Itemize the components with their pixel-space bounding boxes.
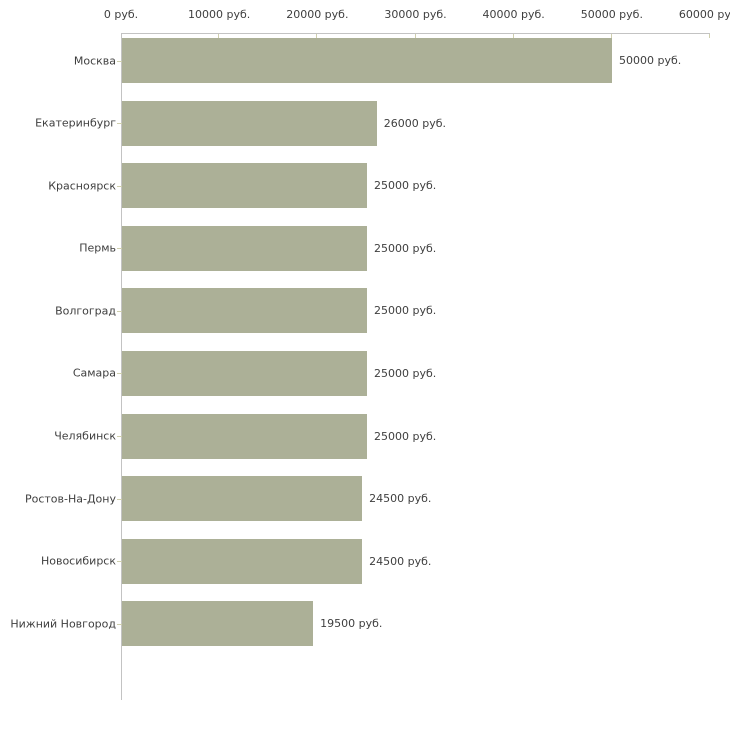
value-label: 25000 руб. (374, 241, 437, 255)
category-label: Челябинск (54, 429, 116, 443)
bar (122, 288, 367, 334)
y-axis-tick (117, 60, 122, 62)
value-label: 25000 руб. (374, 304, 437, 318)
bar (122, 538, 363, 584)
y-axis-tick (117, 248, 122, 250)
bar-row: Нижний Новгород 19500 руб. (10, 601, 710, 647)
category-label: Самара (72, 366, 116, 380)
category-label: Екатеринбург (35, 116, 116, 130)
value-label: 19500 руб. (320, 617, 383, 631)
category-label: Ростов-На-Дону (24, 492, 116, 506)
value-label: 25000 руб. (374, 429, 437, 443)
y-axis-line (121, 33, 122, 700)
value-label: 25000 руб. (374, 179, 437, 193)
bar-row: Пермь 25000 руб. (79, 225, 710, 271)
x-axis-tick (218, 34, 220, 38)
plot-area: Москва 50000 руб. Екатеринбург 26000 руб. Кр… (10, 33, 710, 713)
bar (122, 38, 612, 83)
category-label: Нижний Новгород (10, 617, 116, 631)
x-axis-tick (414, 34, 416, 38)
x-axis-tick-label: 20000 руб. (286, 8, 349, 21)
y-axis-tick (117, 373, 122, 375)
bar (122, 601, 314, 647)
x-axis: 0 руб. 10000 руб. 20000 руб. 30000 руб. 4000… (104, 0, 730, 33)
category-label: Москва (73, 54, 116, 67)
category-label: Волгоград (55, 304, 116, 318)
y-axis-tick (117, 123, 122, 125)
bar-row: Волгоград 25000 руб. (55, 288, 710, 334)
bar-row: Екатеринбург 26000 руб. (35, 100, 710, 146)
x-axis-tick-label: 10000 руб. (188, 8, 251, 21)
x-axis-tick-label: 60000 руб. (678, 8, 730, 21)
x-axis-tick-label: 50000 руб. (580, 8, 643, 21)
x-axis-tick (610, 34, 612, 38)
category-label: Новосибирск (40, 554, 116, 568)
bar (122, 476, 363, 522)
y-axis-tick (117, 498, 122, 500)
y-axis-tick (117, 436, 122, 438)
x-axis-tick-label: 30000 руб. (384, 8, 447, 21)
x-axis-tick-label: 0 руб. (103, 8, 139, 21)
x-axis-tick (709, 34, 710, 38)
bar-row: Москва 50000 руб. (74, 38, 710, 83)
bar (122, 163, 367, 209)
x-axis-ticks (121, 34, 710, 39)
bar-row: Самара 25000 руб. (73, 350, 710, 396)
bar-row: Ростов-На-Дону 24500 руб. (25, 476, 710, 522)
y-axis-tick (117, 623, 122, 625)
y-axis-tick (117, 310, 122, 312)
category-label: Пермь (79, 241, 116, 255)
value-label: 26000 руб. (383, 116, 447, 130)
bar (122, 413, 367, 459)
value-label: 24500 руб. (369, 492, 432, 506)
value-label: 24500 руб. (369, 554, 432, 568)
bar (122, 225, 367, 271)
bar-row: Новосибирск 24500 руб. (41, 538, 710, 584)
x-axis-tick (512, 34, 514, 38)
y-axis-tick (117, 185, 122, 187)
value-label: 50000 руб. (619, 54, 682, 67)
bar-row: Челябинск 25000 руб. (54, 413, 710, 459)
x-axis-tick (316, 34, 318, 38)
y-axis-tick (117, 561, 122, 563)
bar (122, 350, 367, 396)
x-axis-tick-label: 40000 руб. (482, 8, 545, 21)
category-label: Красноярск (48, 179, 116, 193)
value-label: 25000 руб. (374, 366, 437, 380)
bar-row: Красноярск 25000 руб. (48, 163, 710, 209)
x-axis-line (121, 33, 710, 34)
bar (122, 100, 377, 146)
